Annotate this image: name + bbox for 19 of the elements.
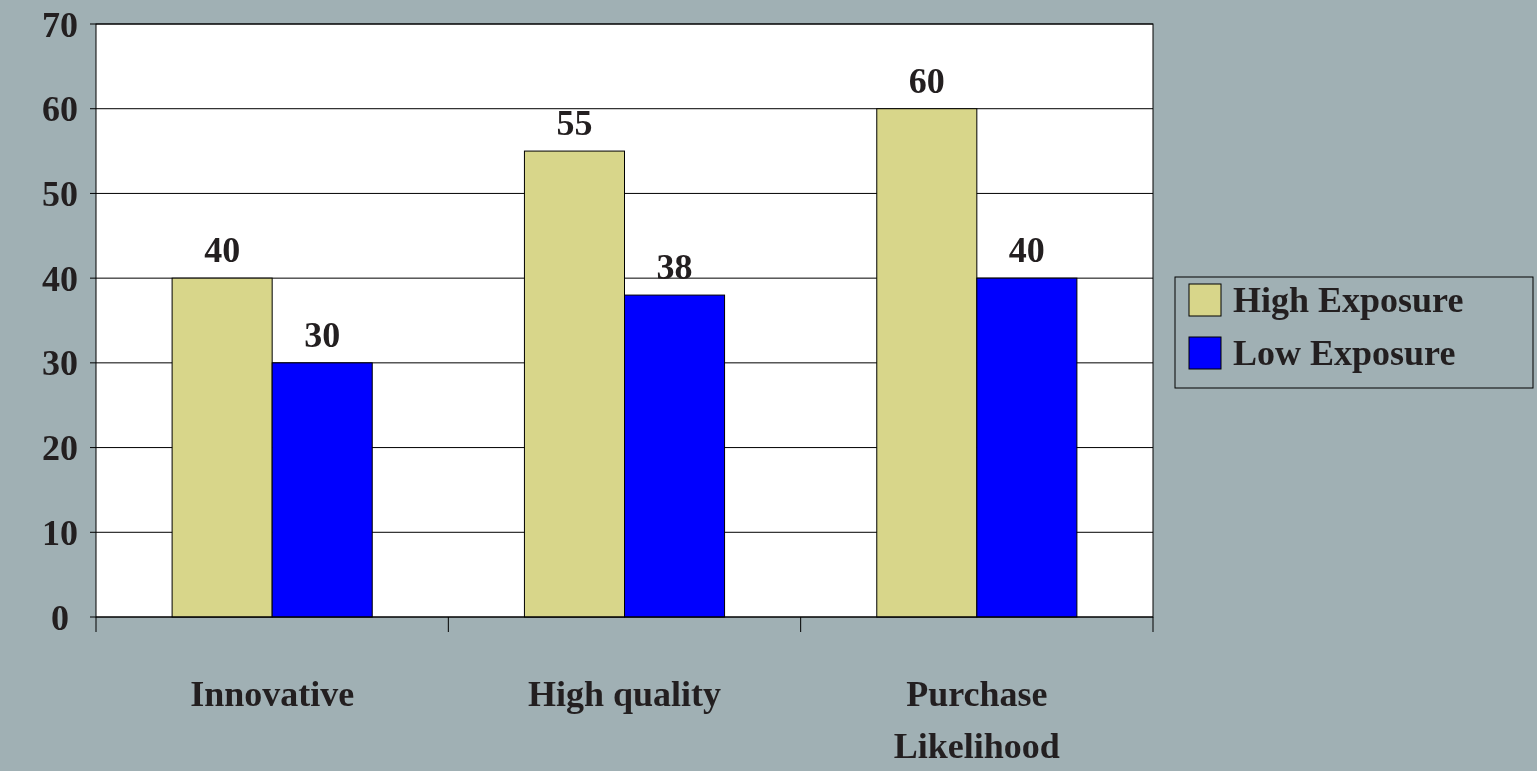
legend-label: High Exposure xyxy=(1233,279,1464,320)
y-tick-label: 60 xyxy=(42,89,78,130)
y-tick-label: 70 xyxy=(42,4,78,45)
data-label: 60 xyxy=(908,60,945,101)
data-label: 40 xyxy=(204,230,241,271)
y-tick-label: 0 xyxy=(51,597,69,638)
x-tick-label: Innovative xyxy=(190,674,355,714)
y-tick-label: 40 xyxy=(42,258,78,299)
x-tick-label: High quality xyxy=(527,674,722,714)
y-tick-label: 10 xyxy=(42,512,78,553)
x-tick-label: Purchase Likelihood xyxy=(893,674,1060,766)
data-label: 40 xyxy=(1008,230,1045,271)
legend-label: Low Exposure xyxy=(1233,332,1456,373)
data-label: 30 xyxy=(304,314,341,355)
y-tick-label: 30 xyxy=(42,343,78,384)
y-tick-label: 20 xyxy=(42,428,78,469)
data-label: 55 xyxy=(556,103,593,144)
y-tick-label: 50 xyxy=(42,174,78,215)
data-label: 38 xyxy=(656,247,693,288)
